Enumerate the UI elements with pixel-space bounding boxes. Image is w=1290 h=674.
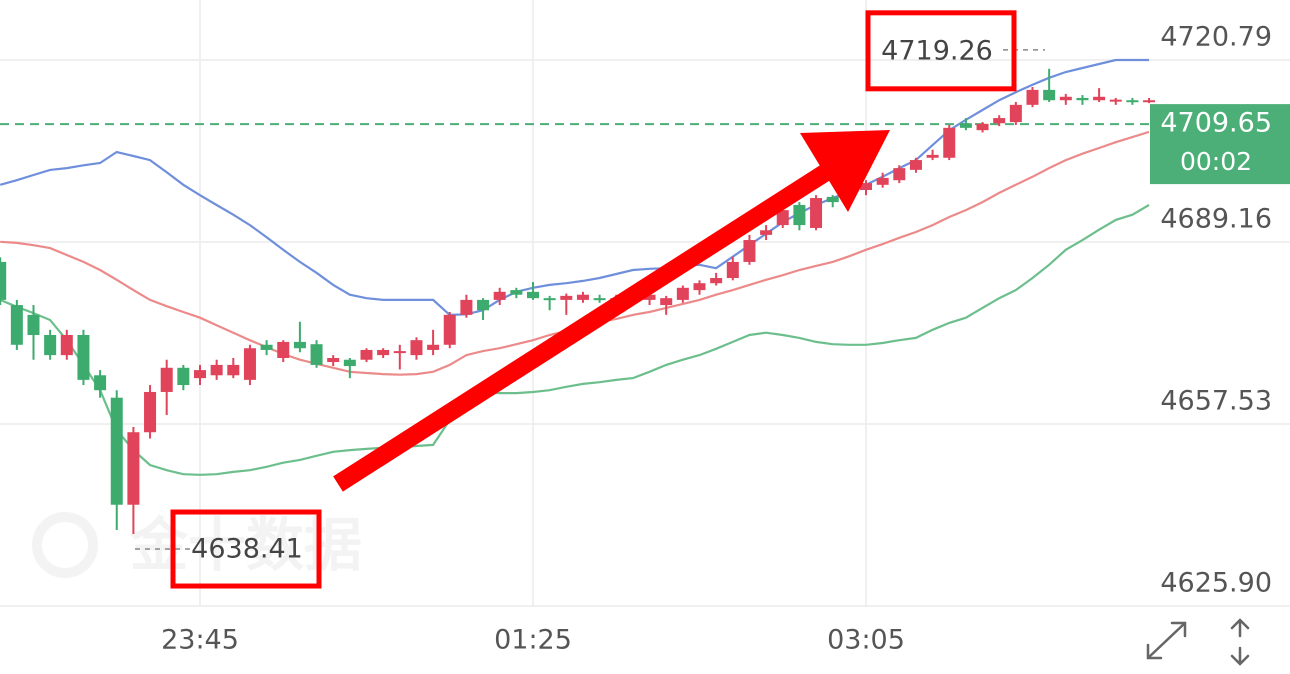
candle-body xyxy=(94,375,107,391)
candle-body xyxy=(343,359,356,367)
candle-body xyxy=(643,294,656,300)
watermark-logo xyxy=(32,512,98,578)
candle-body xyxy=(144,391,157,433)
candle-body xyxy=(44,334,57,356)
candle-body xyxy=(260,344,273,350)
candle-body xyxy=(227,364,240,376)
candle-body xyxy=(360,349,373,360)
candle-body xyxy=(876,177,889,185)
candle-body xyxy=(410,340,423,356)
candle-body xyxy=(660,298,673,306)
candle-body xyxy=(576,294,589,300)
candle-body xyxy=(277,341,290,359)
candle-body xyxy=(427,344,440,350)
candle-body xyxy=(443,314,456,345)
band-upper xyxy=(0,58,1149,317)
trend-arrow-head xyxy=(800,130,890,212)
candle-body xyxy=(760,230,773,235)
candle-body xyxy=(909,160,922,170)
y-tick-label: 4720.79 xyxy=(1160,22,1272,53)
trend-arrow-shaft xyxy=(333,152,850,492)
low-marker-box xyxy=(170,509,322,589)
y-tick-label: 4657.53 xyxy=(1160,386,1272,417)
candle-body xyxy=(127,432,140,505)
candle-body xyxy=(710,278,723,284)
high-marker-box xyxy=(865,10,1017,92)
candle-body xyxy=(543,298,556,301)
candle-body xyxy=(776,210,789,226)
candle-body xyxy=(293,341,306,349)
candle-body xyxy=(493,291,506,300)
candle-body xyxy=(726,261,739,279)
vertical-resize-icon xyxy=(1230,618,1250,666)
candle-body xyxy=(460,299,473,315)
candle-body xyxy=(327,358,340,363)
band-lower xyxy=(0,204,1150,476)
candle-body xyxy=(477,299,490,311)
candle-body xyxy=(310,344,323,365)
candle-body xyxy=(676,287,689,300)
candle-body xyxy=(810,198,823,228)
candle-body xyxy=(959,123,972,128)
candle-body xyxy=(243,348,256,380)
candle-body xyxy=(976,123,989,131)
candle-body xyxy=(1059,96,1072,101)
candle-body xyxy=(393,351,406,354)
y-tick-label: 4689.16 xyxy=(1160,204,1272,235)
candle-body xyxy=(560,295,573,300)
candle-body xyxy=(10,305,23,345)
low-marker-label: 4638.41 xyxy=(191,534,303,565)
x-tick-label: 03:05 xyxy=(827,625,905,656)
x-tick-label: 23:45 xyxy=(161,625,239,656)
expand-icon xyxy=(1146,621,1187,660)
toolbar-icons[interactable] xyxy=(1146,618,1250,666)
candle-body xyxy=(943,127,956,158)
candle-body xyxy=(0,261,7,300)
candle-body xyxy=(1076,97,1089,101)
candle-body xyxy=(160,367,173,392)
candle-body xyxy=(793,204,806,226)
candle-body xyxy=(860,183,872,190)
candle-body xyxy=(177,367,190,386)
candle-body xyxy=(377,349,390,356)
candle-body xyxy=(210,364,223,376)
price-tag xyxy=(1150,104,1290,185)
candle-body xyxy=(1126,100,1139,103)
watermark: 金十数据 xyxy=(32,511,362,579)
candle-body xyxy=(893,168,906,181)
high-marker-label: 4719.26 xyxy=(881,35,993,66)
candle-body xyxy=(1043,89,1056,101)
candle-body xyxy=(27,314,40,335)
candle-body xyxy=(110,397,123,505)
current-price-label: 4709.65 xyxy=(1160,108,1272,139)
candle-body xyxy=(1026,89,1039,105)
candle-body xyxy=(593,298,606,301)
candle-body xyxy=(60,334,73,356)
y-tick-label: 4625.90 xyxy=(1160,568,1272,599)
candle-body xyxy=(77,334,90,380)
watermark-text: 金十数据 xyxy=(130,511,362,579)
candle-body xyxy=(510,290,523,295)
candle-body xyxy=(1093,96,1106,101)
candle-body xyxy=(743,240,756,262)
candle-body xyxy=(527,291,539,299)
candle-body xyxy=(693,283,706,291)
candle-body xyxy=(926,154,939,158)
candle-body xyxy=(1143,100,1156,103)
candle-body xyxy=(1109,99,1122,102)
candle-body xyxy=(194,370,206,379)
candle-body xyxy=(826,196,839,203)
countdown-label: 00:02 xyxy=(1180,147,1252,176)
candle-body xyxy=(993,118,1006,124)
candle-body xyxy=(1009,104,1022,123)
x-tick-label: 01:25 xyxy=(494,625,572,656)
